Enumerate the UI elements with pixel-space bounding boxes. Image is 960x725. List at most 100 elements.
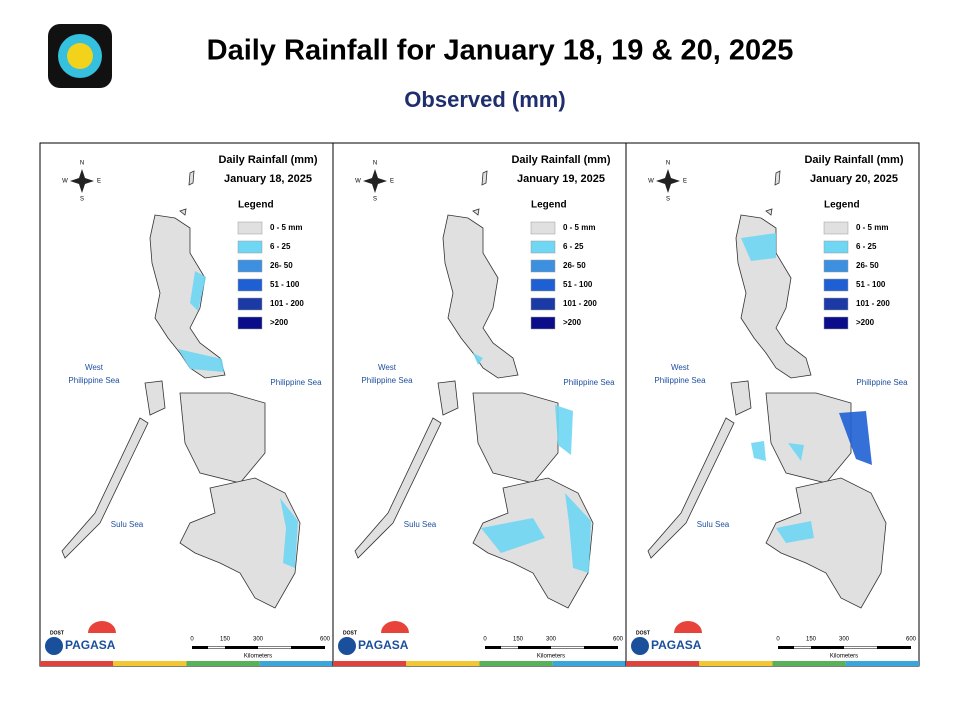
logo-dost: DOST [636, 630, 650, 636]
scale-bar-segment [258, 646, 291, 649]
rain-area [741, 233, 776, 261]
logo-dost: DOST [50, 630, 64, 636]
color-strip [479, 661, 553, 666]
panel-date: January 19, 2025 [517, 173, 605, 185]
legend-swatch [823, 297, 849, 311]
scale-label: 600 [906, 637, 917, 643]
legend-label: 26- 50 [563, 261, 586, 270]
legend-swatch [530, 259, 556, 273]
rain-area [788, 443, 804, 461]
sea-label: Philippine Sea [856, 378, 908, 387]
legend-swatch [237, 240, 263, 254]
legend-label: 101 - 200 [270, 299, 304, 308]
map-panel: Daily Rainfall (mm) January 18, 2025 Legen… [39, 142, 334, 667]
legend-label: 0 - 5 mm [856, 223, 888, 232]
scale-label: 600 [613, 637, 624, 643]
logo-umbrella [88, 621, 116, 633]
scale-unit: Kilometers [244, 654, 272, 660]
title: Daily Rainfall for January 18, 19 & 20, … [207, 35, 794, 67]
compass-s: S [373, 197, 377, 203]
scale-label: 150 [220, 637, 231, 643]
legend-label: 0 - 5 mm [563, 223, 595, 232]
color-strip [552, 661, 626, 666]
color-strip [259, 661, 333, 666]
sea-label: West [85, 363, 104, 372]
logo-agency: PAGASA [65, 638, 116, 652]
legend-swatch [237, 278, 263, 292]
scale-bar-segment [551, 646, 584, 649]
legend-swatch [237, 316, 263, 330]
sea-label: Philippine Sea [270, 378, 322, 387]
legend-swatch [530, 278, 556, 292]
legend-label: 51 - 100 [856, 280, 886, 289]
legend-title: Legend [531, 200, 567, 211]
subtitle: Observed (mm) [404, 87, 565, 112]
logo-dost: DOST [343, 630, 357, 636]
logo [48, 24, 112, 88]
color-strip [186, 661, 260, 666]
rain-area [473, 353, 483, 365]
rain-area [751, 441, 766, 461]
sea-label: Philippine Sea [361, 376, 413, 385]
panel-heading: Daily Rainfall (mm) [804, 154, 903, 166]
rain-area [280, 498, 298, 568]
logo-icon [45, 637, 63, 655]
scale-label: 150 [806, 637, 817, 643]
scale-unit: Kilometers [830, 654, 858, 660]
legend-swatch [823, 221, 849, 235]
scale-bar-segment [794, 646, 811, 649]
color-strip [699, 661, 773, 666]
legend-swatch [237, 297, 263, 311]
legend-swatch [823, 259, 849, 273]
legend-label: >200 [270, 318, 289, 327]
legend-swatch [237, 259, 263, 273]
compass-w: W [62, 179, 68, 185]
legend-swatch [530, 240, 556, 254]
legend-title: Legend [238, 200, 274, 211]
rain-area [190, 271, 206, 311]
legend-label: 51 - 100 [270, 280, 300, 289]
panels: Daily Rainfall (mm) January 18, 2025 Legen… [39, 142, 920, 667]
legend-label: 101 - 200 [563, 299, 597, 308]
logo-icon [631, 637, 649, 655]
logo-agency: PAGASA [358, 638, 409, 652]
sea-label: Philippine Sea [563, 378, 615, 387]
logo-agency: PAGASA [651, 638, 702, 652]
compass-rose [70, 169, 94, 193]
color-strip [845, 661, 919, 666]
scale-label: 300 [839, 637, 850, 643]
scale-label: 300 [546, 637, 557, 643]
compass-n: N [80, 161, 84, 167]
legend-label: 0 - 5 mm [270, 223, 302, 232]
legend-label: 51 - 100 [563, 280, 593, 289]
legend-label: >200 [856, 318, 875, 327]
logo-umbrella [381, 621, 409, 633]
legend-swatch [823, 240, 849, 254]
scale-unit: Kilometers [537, 654, 565, 660]
compass-e: E [97, 179, 101, 185]
sea-label: Philippine Sea [654, 376, 706, 385]
legend-label: 6 - 25 [563, 242, 584, 251]
scale-bar-segment [501, 646, 518, 649]
scale-label: 600 [320, 637, 331, 643]
legend-swatch [823, 316, 849, 330]
panel-date: January 20, 2025 [810, 173, 898, 185]
legend-swatch [530, 297, 556, 311]
compass-rose [656, 169, 680, 193]
compass-rose [363, 169, 387, 193]
rain-area [839, 411, 872, 465]
rain-area [178, 349, 224, 372]
rain-area [565, 493, 591, 573]
legend-swatch [237, 221, 263, 235]
sea-label: Sulu Sea [697, 520, 730, 529]
color-strip [626, 661, 700, 666]
panel-date: January 18, 2025 [224, 173, 312, 185]
color-strip [40, 661, 114, 666]
scale-label: 300 [253, 637, 264, 643]
rain-area [555, 405, 573, 455]
scale-label: 0 [483, 637, 487, 643]
sea-label: Sulu Sea [404, 520, 437, 529]
compass-n: N [666, 161, 670, 167]
map-panel: Daily Rainfall (mm) January 20, 2025 Legen… [625, 142, 920, 667]
